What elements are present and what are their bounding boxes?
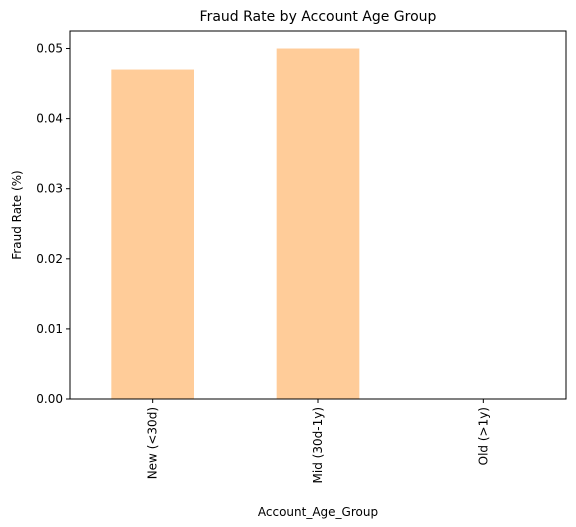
- chart-title: Fraud Rate by Account Age Group: [200, 9, 437, 25]
- plot-frame: [69, 30, 567, 400]
- x-tick-label: Mid (30d-1y): [311, 407, 325, 483]
- y-tick-label: 0.02: [36, 252, 63, 266]
- y-tick-label: 0.04: [36, 112, 63, 126]
- bar-1: [111, 69, 194, 400]
- y-tick-label: 0.03: [36, 182, 63, 196]
- plot-area: [111, 48, 360, 400]
- x-tick-label: New (<30d): [146, 407, 160, 479]
- y-tick-label: 0.01: [36, 322, 63, 336]
- x-tick-label: Old (>1y): [476, 407, 490, 465]
- x-axis-label: Account_Age_Group: [258, 505, 378, 519]
- y-tick-label: 0.00: [36, 392, 63, 406]
- y-tick-label: 0.05: [36, 42, 63, 56]
- y-axis-label: Fraud Rate (%): [10, 170, 24, 259]
- bar-2: [276, 48, 360, 400]
